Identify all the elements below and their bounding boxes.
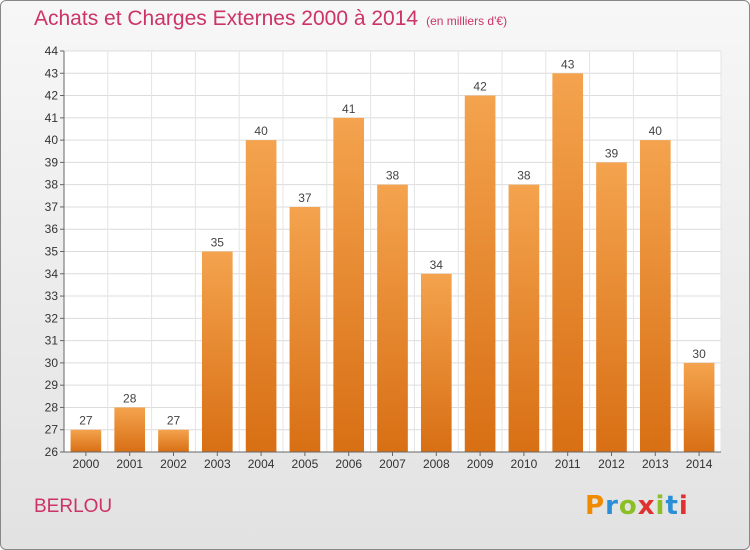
y-tick-label: 43: [45, 66, 59, 80]
data-label-2005: 37: [298, 191, 312, 205]
x-tick-label-2009: 2009: [467, 457, 494, 471]
bar-2004: [245, 140, 277, 452]
bar-2005: [289, 206, 321, 452]
x-tick-label-2000: 2000: [73, 457, 100, 471]
logo-letter: r: [605, 491, 619, 521]
bar-2000: [70, 429, 102, 452]
x-tick-label-2003: 2003: [204, 457, 231, 471]
logo-letter: x: [637, 491, 656, 521]
x-tick-label-2008: 2008: [423, 457, 450, 471]
y-tick-label: 26: [45, 445, 59, 459]
y-tick-label: 28: [45, 400, 59, 414]
data-label-2004: 40: [254, 124, 268, 138]
y-tick-label: 37: [45, 200, 59, 214]
x-tick-label-2014: 2014: [686, 457, 713, 471]
data-label-2008: 34: [430, 258, 444, 272]
bar-2014: [683, 362, 715, 452]
y-tick-label: 35: [45, 245, 59, 259]
y-tick-label: 38: [45, 178, 59, 192]
y-tick-label: 30: [45, 356, 59, 370]
logo-letter: P: [585, 491, 606, 521]
y-tick-label: 31: [45, 334, 59, 348]
logo-letter: o: [618, 491, 638, 521]
data-label-2014: 30: [692, 347, 706, 361]
y-tick-label: 27: [45, 423, 59, 437]
y-tick-label: 32: [45, 311, 59, 325]
bar-2003: [201, 251, 233, 452]
y-tick-label: 39: [45, 155, 59, 169]
bar-2006: [333, 117, 365, 452]
chart-title: Achats et Charges Externes 2000 à 2014 (e…: [34, 7, 507, 31]
data-label-2002: 27: [167, 414, 181, 428]
y-tick-label: 36: [45, 222, 59, 236]
x-tick-label-2011: 2011: [555, 457, 581, 471]
x-tick-label-2005: 2005: [292, 457, 319, 471]
y-tick-label: 33: [45, 289, 59, 303]
chart-title-text: Achats et Charges Externes 2000 à 2014: [34, 7, 419, 30]
y-tick-label: 41: [45, 111, 59, 125]
chart-subtitle: (en milliers d'€): [426, 14, 508, 28]
x-tick-label-2001: 2001: [116, 457, 143, 471]
bar-2007: [377, 184, 408, 452]
x-tick-label-2006: 2006: [335, 457, 362, 471]
data-label-2009: 42: [473, 80, 487, 94]
bar-2008: [420, 273, 452, 452]
data-label-2006: 41: [342, 102, 356, 116]
logo-letter: t: [665, 491, 679, 521]
data-label-2012: 39: [605, 146, 619, 160]
x-tick-label-2012: 2012: [598, 457, 625, 471]
bar-2002: [158, 429, 189, 452]
bar-2001: [114, 407, 146, 452]
bar-2011: [552, 73, 584, 453]
y-tick-label: 42: [45, 89, 59, 103]
x-tick-label-2007: 2007: [379, 457, 406, 471]
y-tick-label: 40: [45, 133, 59, 147]
logo-letter: i: [655, 491, 666, 521]
data-label-2003: 35: [211, 236, 225, 250]
axes: 26 27 28 29 30 31 32 33 34 35 36 37 38 39 40 41 42 43 44 20…: [45, 44, 721, 471]
data-label-2011: 43: [561, 57, 575, 71]
bar-2013: [639, 140, 671, 452]
y-tick-label: 44: [45, 44, 59, 58]
bar-2010: [508, 184, 540, 452]
data-label-2010: 38: [517, 169, 531, 183]
bar-2012: [596, 162, 627, 452]
x-tick-label-2013: 2013: [642, 457, 669, 471]
x-tick-label-2002: 2002: [160, 457, 187, 471]
bar-2009: [464, 95, 496, 453]
data-label-2013: 40: [649, 124, 663, 138]
data-label-2007: 38: [386, 169, 400, 183]
x-tick-label-2004: 2004: [248, 457, 275, 471]
data-label-2000: 27: [79, 414, 93, 428]
data-label-2001: 28: [123, 391, 137, 405]
x-tick-label-2010: 2010: [511, 457, 538, 471]
bars: 27 28 27 35 40 37 41 38 34 42 38 43 39 40 30: [70, 57, 715, 453]
proxiti-logo: Proxiti: [585, 491, 689, 521]
y-tick-label: 29: [45, 378, 59, 392]
y-tick-label: 34: [45, 267, 59, 281]
commune-name: BERLOU: [34, 496, 113, 517]
logo-letter: i: [678, 491, 689, 521]
